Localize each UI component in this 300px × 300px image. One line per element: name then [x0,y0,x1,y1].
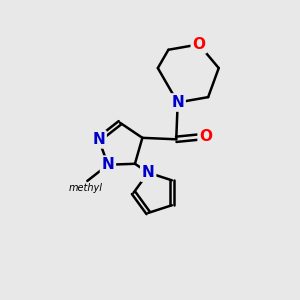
Text: N: N [102,157,114,172]
Text: N: N [92,132,105,147]
Text: N: N [142,165,155,180]
Text: methyl: methyl [69,183,103,193]
Text: O: O [192,37,206,52]
Text: N: N [171,95,184,110]
Text: O: O [199,129,212,144]
